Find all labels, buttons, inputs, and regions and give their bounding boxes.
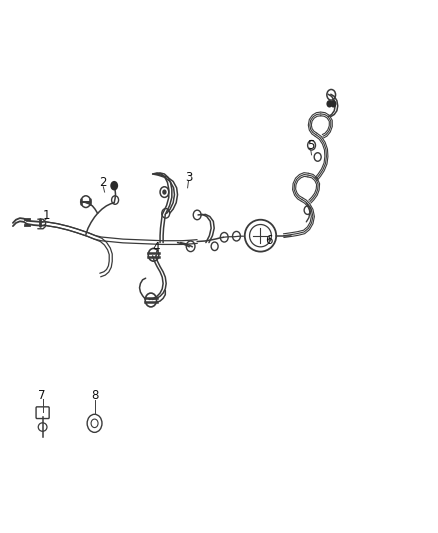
Circle shape [162,189,166,195]
Circle shape [326,100,332,108]
Text: 8: 8 [91,389,98,402]
Circle shape [330,100,336,108]
Text: 6: 6 [265,235,273,247]
Text: 1: 1 [43,209,50,222]
Text: 7: 7 [39,389,46,402]
Circle shape [110,181,118,190]
Text: 5: 5 [307,139,314,152]
Text: 3: 3 [185,171,192,184]
Text: 4: 4 [152,241,159,254]
Text: 2: 2 [99,176,107,189]
